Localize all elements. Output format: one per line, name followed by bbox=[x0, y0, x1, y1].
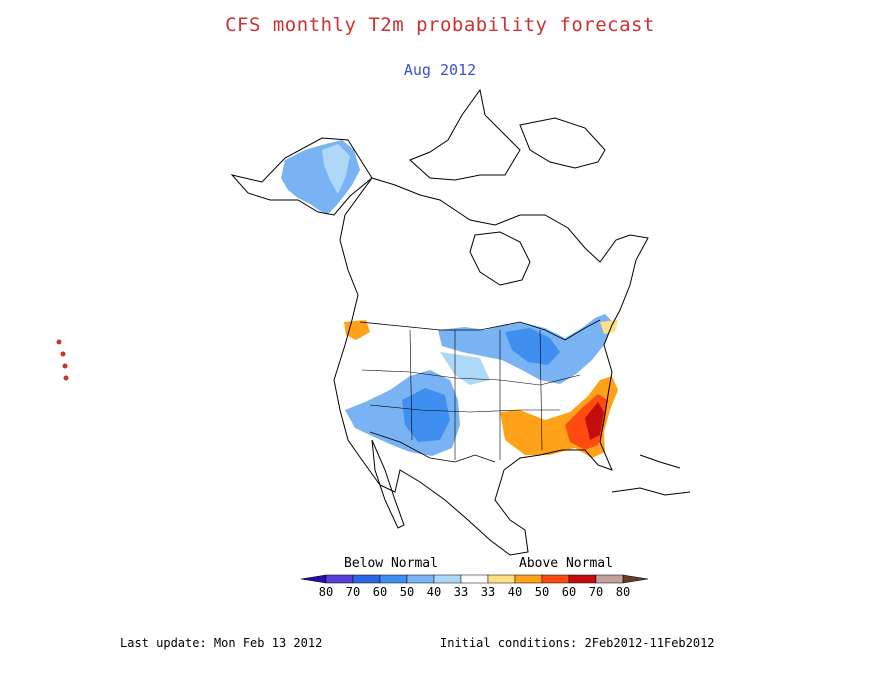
map-subtitle: Aug 2012 bbox=[403, 61, 477, 79]
legend-swatch bbox=[595, 574, 624, 584]
hawaii-island-1 bbox=[56, 339, 62, 345]
southeast-core-shading bbox=[585, 402, 604, 440]
legend-below-normal-label: Below Normal bbox=[344, 556, 438, 571]
legend-arrow-right bbox=[622, 574, 649, 584]
legend-swatch bbox=[514, 574, 543, 584]
legend-swatch bbox=[379, 574, 408, 584]
baja-california-outline bbox=[371, 439, 405, 529]
legend-tick-label: 70 bbox=[346, 585, 360, 599]
caribbean-islands-outline bbox=[611, 454, 691, 496]
legend-swatch bbox=[325, 574, 354, 584]
legend-arrow-left bbox=[300, 574, 327, 584]
legend-bar bbox=[300, 574, 649, 584]
legend-tick-label: 50 bbox=[535, 585, 549, 599]
coastlines bbox=[230, 88, 691, 556]
last-update-label: Last update: Mon Feb 13 2012 bbox=[120, 636, 323, 650]
hawaii-island-2 bbox=[60, 351, 66, 357]
legend-swatch bbox=[352, 574, 381, 584]
legend-tick-label: 80 bbox=[616, 585, 630, 599]
legend-tick-label: 40 bbox=[508, 585, 522, 599]
alaska-inner-shading bbox=[322, 144, 350, 194]
legend-above-normal-label: Above Normal bbox=[519, 556, 613, 571]
hudson-bay-outline bbox=[469, 231, 531, 286]
legend-swatch bbox=[433, 574, 462, 584]
us-canada-border bbox=[359, 319, 601, 341]
legend-tick-label: 50 bbox=[400, 585, 414, 599]
legend-tick-label: 33 bbox=[481, 585, 495, 599]
us-mexico-border bbox=[369, 431, 496, 463]
legend-tick-label: 60 bbox=[562, 585, 576, 599]
legend-tick-label: 40 bbox=[427, 585, 441, 599]
hawaii-island-3 bbox=[62, 363, 68, 369]
southwest-inner-shading bbox=[402, 388, 450, 442]
legend-tick-labels: 80 70 60 50 40 33 33 40 50 60 70 80 bbox=[319, 585, 630, 599]
plains-below-normal-region bbox=[440, 352, 490, 385]
legend-swatch bbox=[460, 574, 489, 584]
legend-swatch bbox=[541, 574, 570, 584]
legend-tick-label: 60 bbox=[373, 585, 387, 599]
alaska-outline bbox=[230, 137, 373, 216]
greenland-outline bbox=[519, 117, 606, 169]
legend-swatch bbox=[487, 574, 516, 584]
initial-conditions-label: Initial conditions: 2Feb2012-11Feb2012 bbox=[440, 636, 715, 650]
map-title: CFS monthly T2m probability forecast bbox=[225, 14, 655, 36]
legend-tick-label: 33 bbox=[454, 585, 468, 599]
north-america-outline bbox=[333, 177, 649, 556]
great-lakes-inner-shading bbox=[505, 328, 560, 365]
coastal-above-normal-region bbox=[600, 320, 618, 334]
arctic-islands-outline bbox=[409, 88, 521, 181]
legend-tick-label: 80 bbox=[319, 585, 333, 599]
political-boundaries bbox=[359, 319, 601, 463]
state-boundaries bbox=[361, 329, 581, 460]
legend-tick-label: 70 bbox=[589, 585, 603, 599]
legend-swatch bbox=[568, 574, 597, 584]
legend-swatch bbox=[406, 574, 435, 584]
hawaii-island-4 bbox=[63, 375, 69, 381]
hawaii-islands bbox=[56, 339, 69, 381]
